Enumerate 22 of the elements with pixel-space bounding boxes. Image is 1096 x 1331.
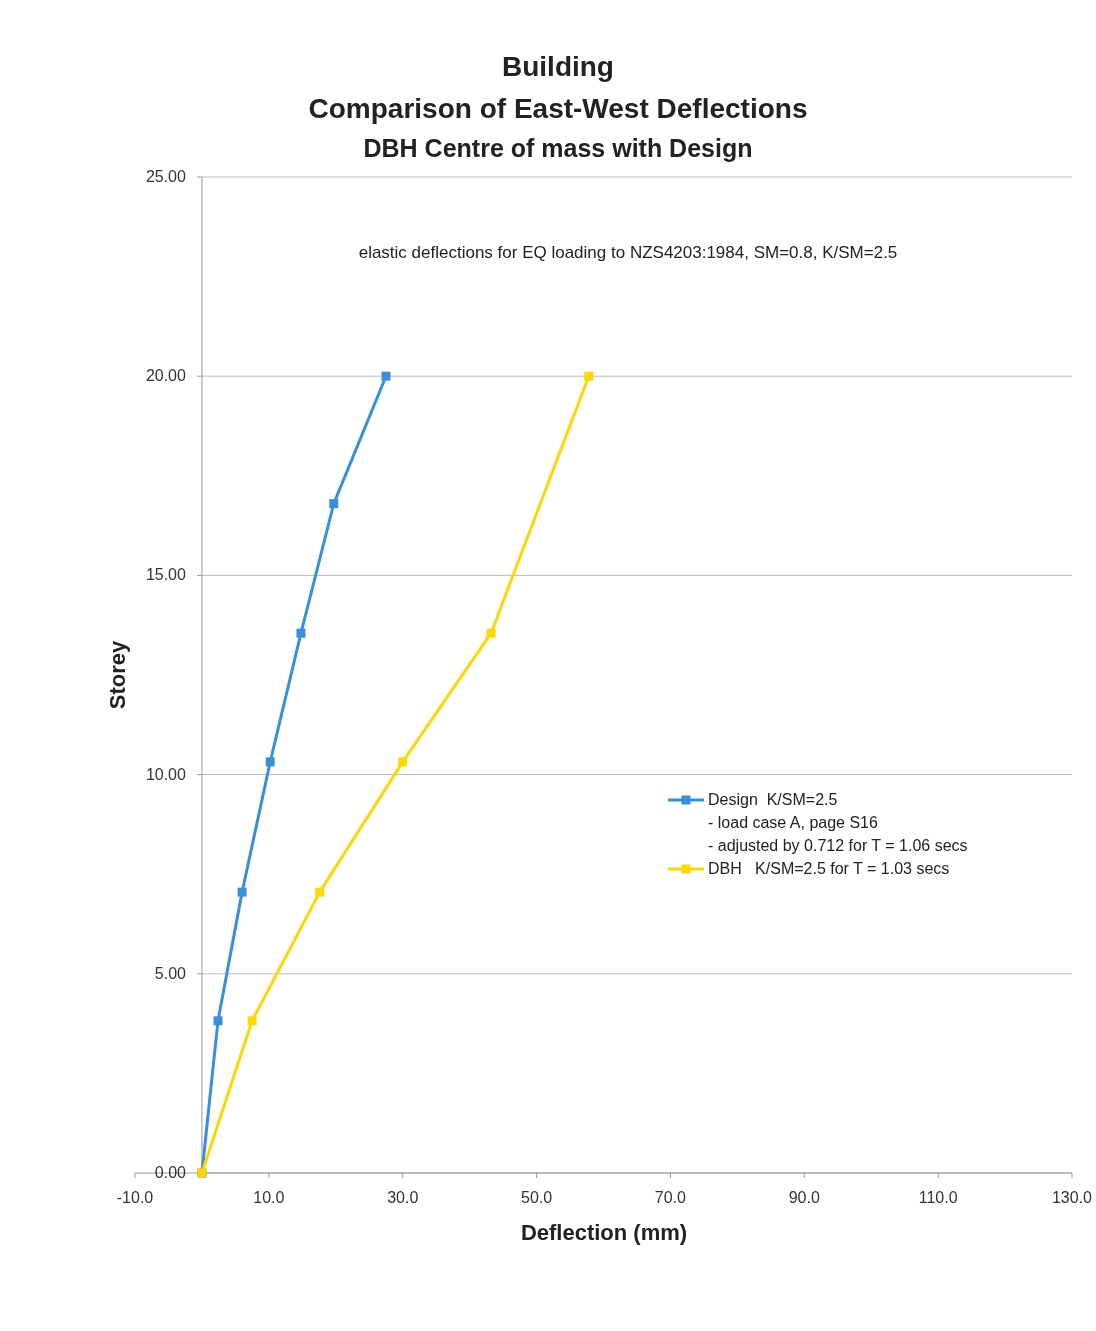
y-tick-label: 15.00 <box>145 566 187 584</box>
x-tick-label: -10.0 <box>116 1189 154 1206</box>
text: Comparison of East-West Deflections <box>308 93 808 124</box>
legend-label: DBH K/SM=2.5 for T = 1.03 secs <box>708 860 950 877</box>
y-tick-label: 25.00 <box>145 168 187 185</box>
y-tick-label: 20.00 <box>145 367 187 385</box>
x-tick-label: 110.0 <box>918 1189 958 1206</box>
legend-label: Design K/SM=2.5 - load case A, page S16 - adjusted by 0.712 for T = 1.06 secs <box>708 791 968 854</box>
x-tick-label: 30.0 <box>387 1189 419 1206</box>
y-tick-label: 0.00 <box>154 1164 187 1181</box>
x-tick-label: 70.0 <box>654 1189 687 1206</box>
x-tick-label: 50.0 <box>521 1189 553 1206</box>
chart-title: Building <box>502 51 614 82</box>
x-tick-label: 130.0 <box>1051 1189 1093 1206</box>
x-axis-title: Deflection (mm) <box>520 1220 688 1245</box>
y-tick-label: 10.00 <box>145 765 187 783</box>
text: DBH Centre of mass with Design <box>363 134 753 162</box>
annotation: elastic deflections for EQ loading to NZS4203:1984, SM=0.8, K/SM=2.5 <box>358 243 898 262</box>
x-tick-label: 10.0 <box>253 1189 285 1206</box>
y-tick-label: 5.00 <box>154 964 187 982</box>
x-tick-label: 90.0 <box>788 1189 820 1206</box>
y-axis-title: Storey <box>105 640 130 710</box>
